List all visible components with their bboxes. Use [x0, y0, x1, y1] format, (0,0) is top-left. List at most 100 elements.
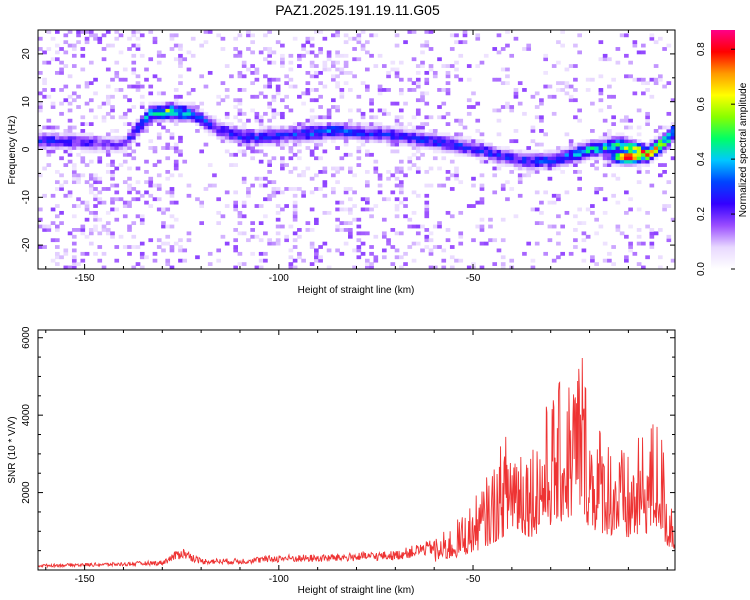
- heatmap-cell: [139, 214, 145, 219]
- heatmap-cell: [46, 228, 52, 232]
- heatmap-cell: [331, 173, 336, 178]
- heatmap-cell: [190, 88, 196, 92]
- heatmap-cell: [67, 132, 73, 137]
- heatmap-cell: [212, 183, 217, 188]
- heatmap-cell: [93, 193, 98, 198]
- heatmap-cell: [373, 139, 379, 144]
- heatmap-cell: [212, 132, 217, 137]
- heatmap-cell: [534, 163, 540, 167]
- heatmap-cell: [131, 132, 137, 137]
- heatmap-cell: [297, 53, 302, 58]
- heatmap-cell: [381, 135, 387, 140]
- colorbar-ticks: 0.00.20.40.60.8: [696, 42, 735, 276]
- heatmap-cell: [93, 204, 98, 208]
- heatmap-cell: [105, 187, 111, 191]
- heatmap-cell: [275, 142, 281, 147]
- heatmap-cell: [331, 74, 336, 79]
- heatmap-cell: [373, 159, 379, 164]
- heatmap-cell: [670, 156, 675, 161]
- heatmap-cell: [267, 105, 272, 109]
- heatmap-cell: [135, 262, 141, 266]
- heatmap-cell: [424, 81, 430, 86]
- heatmap-cell: [364, 135, 370, 140]
- heatmap-cell: [624, 210, 629, 215]
- heatmap-cell: [165, 108, 171, 113]
- heatmap-cell: [607, 132, 612, 137]
- heatmap-cell: [420, 132, 425, 137]
- heatmap-cell: [80, 53, 86, 58]
- heatmap-cell: [615, 176, 621, 181]
- heatmap-cell: [424, 245, 430, 249]
- heatmap-cell: [386, 129, 391, 133]
- heatmap-cell: [246, 47, 251, 51]
- heatmap-cell: [139, 118, 145, 123]
- heatmap-cell: [84, 149, 90, 154]
- heatmap-cell: [645, 142, 650, 147]
- heatmap-cell: [63, 251, 69, 256]
- heatmap-cell: [352, 57, 357, 62]
- heatmap-cell: [80, 115, 86, 120]
- heatmap-cell: [662, 132, 667, 137]
- colorbar-tick-label: 0.2: [696, 207, 707, 221]
- heatmap-cell: [534, 152, 540, 157]
- heatmap-cell: [148, 118, 154, 123]
- heatmap-cell: [271, 193, 277, 198]
- heatmap-cell: [309, 115, 315, 120]
- heatmap-cell: [475, 33, 481, 38]
- heatmap-cell: [496, 248, 502, 253]
- heatmap-cell: [377, 139, 383, 144]
- heatmap-cell: [590, 129, 595, 133]
- heatmap-cell: [122, 139, 128, 144]
- heatmap-cell: [114, 149, 120, 154]
- heatmap-cell: [360, 81, 366, 86]
- heatmap-cell: [602, 53, 608, 58]
- heatmap-cell: [271, 111, 277, 116]
- heatmap-cell: [178, 149, 183, 154]
- heatmap-cell: [271, 132, 277, 137]
- heatmap-cell: [207, 122, 213, 126]
- heatmap-cell: [284, 74, 289, 79]
- heatmap-cell: [254, 234, 260, 239]
- heatmap-cell: [458, 258, 464, 263]
- heatmap-cell: [258, 142, 264, 147]
- heatmap-cell: [288, 169, 294, 174]
- heatmap-cell: [607, 156, 612, 161]
- heatmap-cell: [122, 135, 128, 140]
- heatmap-cell: [97, 176, 103, 181]
- heatmap-cell: [148, 105, 154, 109]
- heatmap-cell: [326, 57, 332, 62]
- heatmap-cell: [207, 70, 213, 75]
- heatmap-cell: [131, 60, 137, 65]
- heatmap-cell: [76, 33, 81, 38]
- heatmap-cell: [335, 122, 340, 126]
- heatmap-cell: [551, 94, 557, 99]
- heatmap-cell: [220, 47, 226, 51]
- heatmap-cell: [101, 33, 107, 38]
- heatmap-cell: [250, 50, 255, 55]
- heatmap-cell: [254, 118, 260, 123]
- heatmap-cell: [80, 173, 86, 178]
- heatmap-cell: [568, 159, 574, 164]
- heatmap-cell: [475, 224, 481, 229]
- heatmap-cell: [356, 248, 362, 253]
- heatmap-cell: [288, 84, 294, 89]
- heatmap-cell: [46, 142, 52, 147]
- heatmap-cell: [250, 228, 255, 232]
- heatmap-cell: [394, 169, 400, 174]
- heatmap-cell: [288, 125, 294, 130]
- heatmap-cell: [246, 30, 251, 34]
- heatmap-cell: [250, 234, 255, 239]
- heatmap-cell: [360, 43, 366, 48]
- heatmap-cell: [437, 132, 442, 137]
- heatmap-cell: [199, 118, 205, 123]
- heatmap-cell: [318, 142, 323, 147]
- heatmap-cell: [84, 251, 90, 256]
- heatmap-cell: [127, 108, 132, 113]
- heatmap-cell: [122, 214, 128, 219]
- heatmap-cell: [76, 146, 81, 150]
- heatmap-cell: [161, 125, 166, 130]
- heatmap-cell: [80, 224, 86, 229]
- heatmap-cell: [241, 231, 247, 236]
- heatmap-cell: [263, 84, 268, 89]
